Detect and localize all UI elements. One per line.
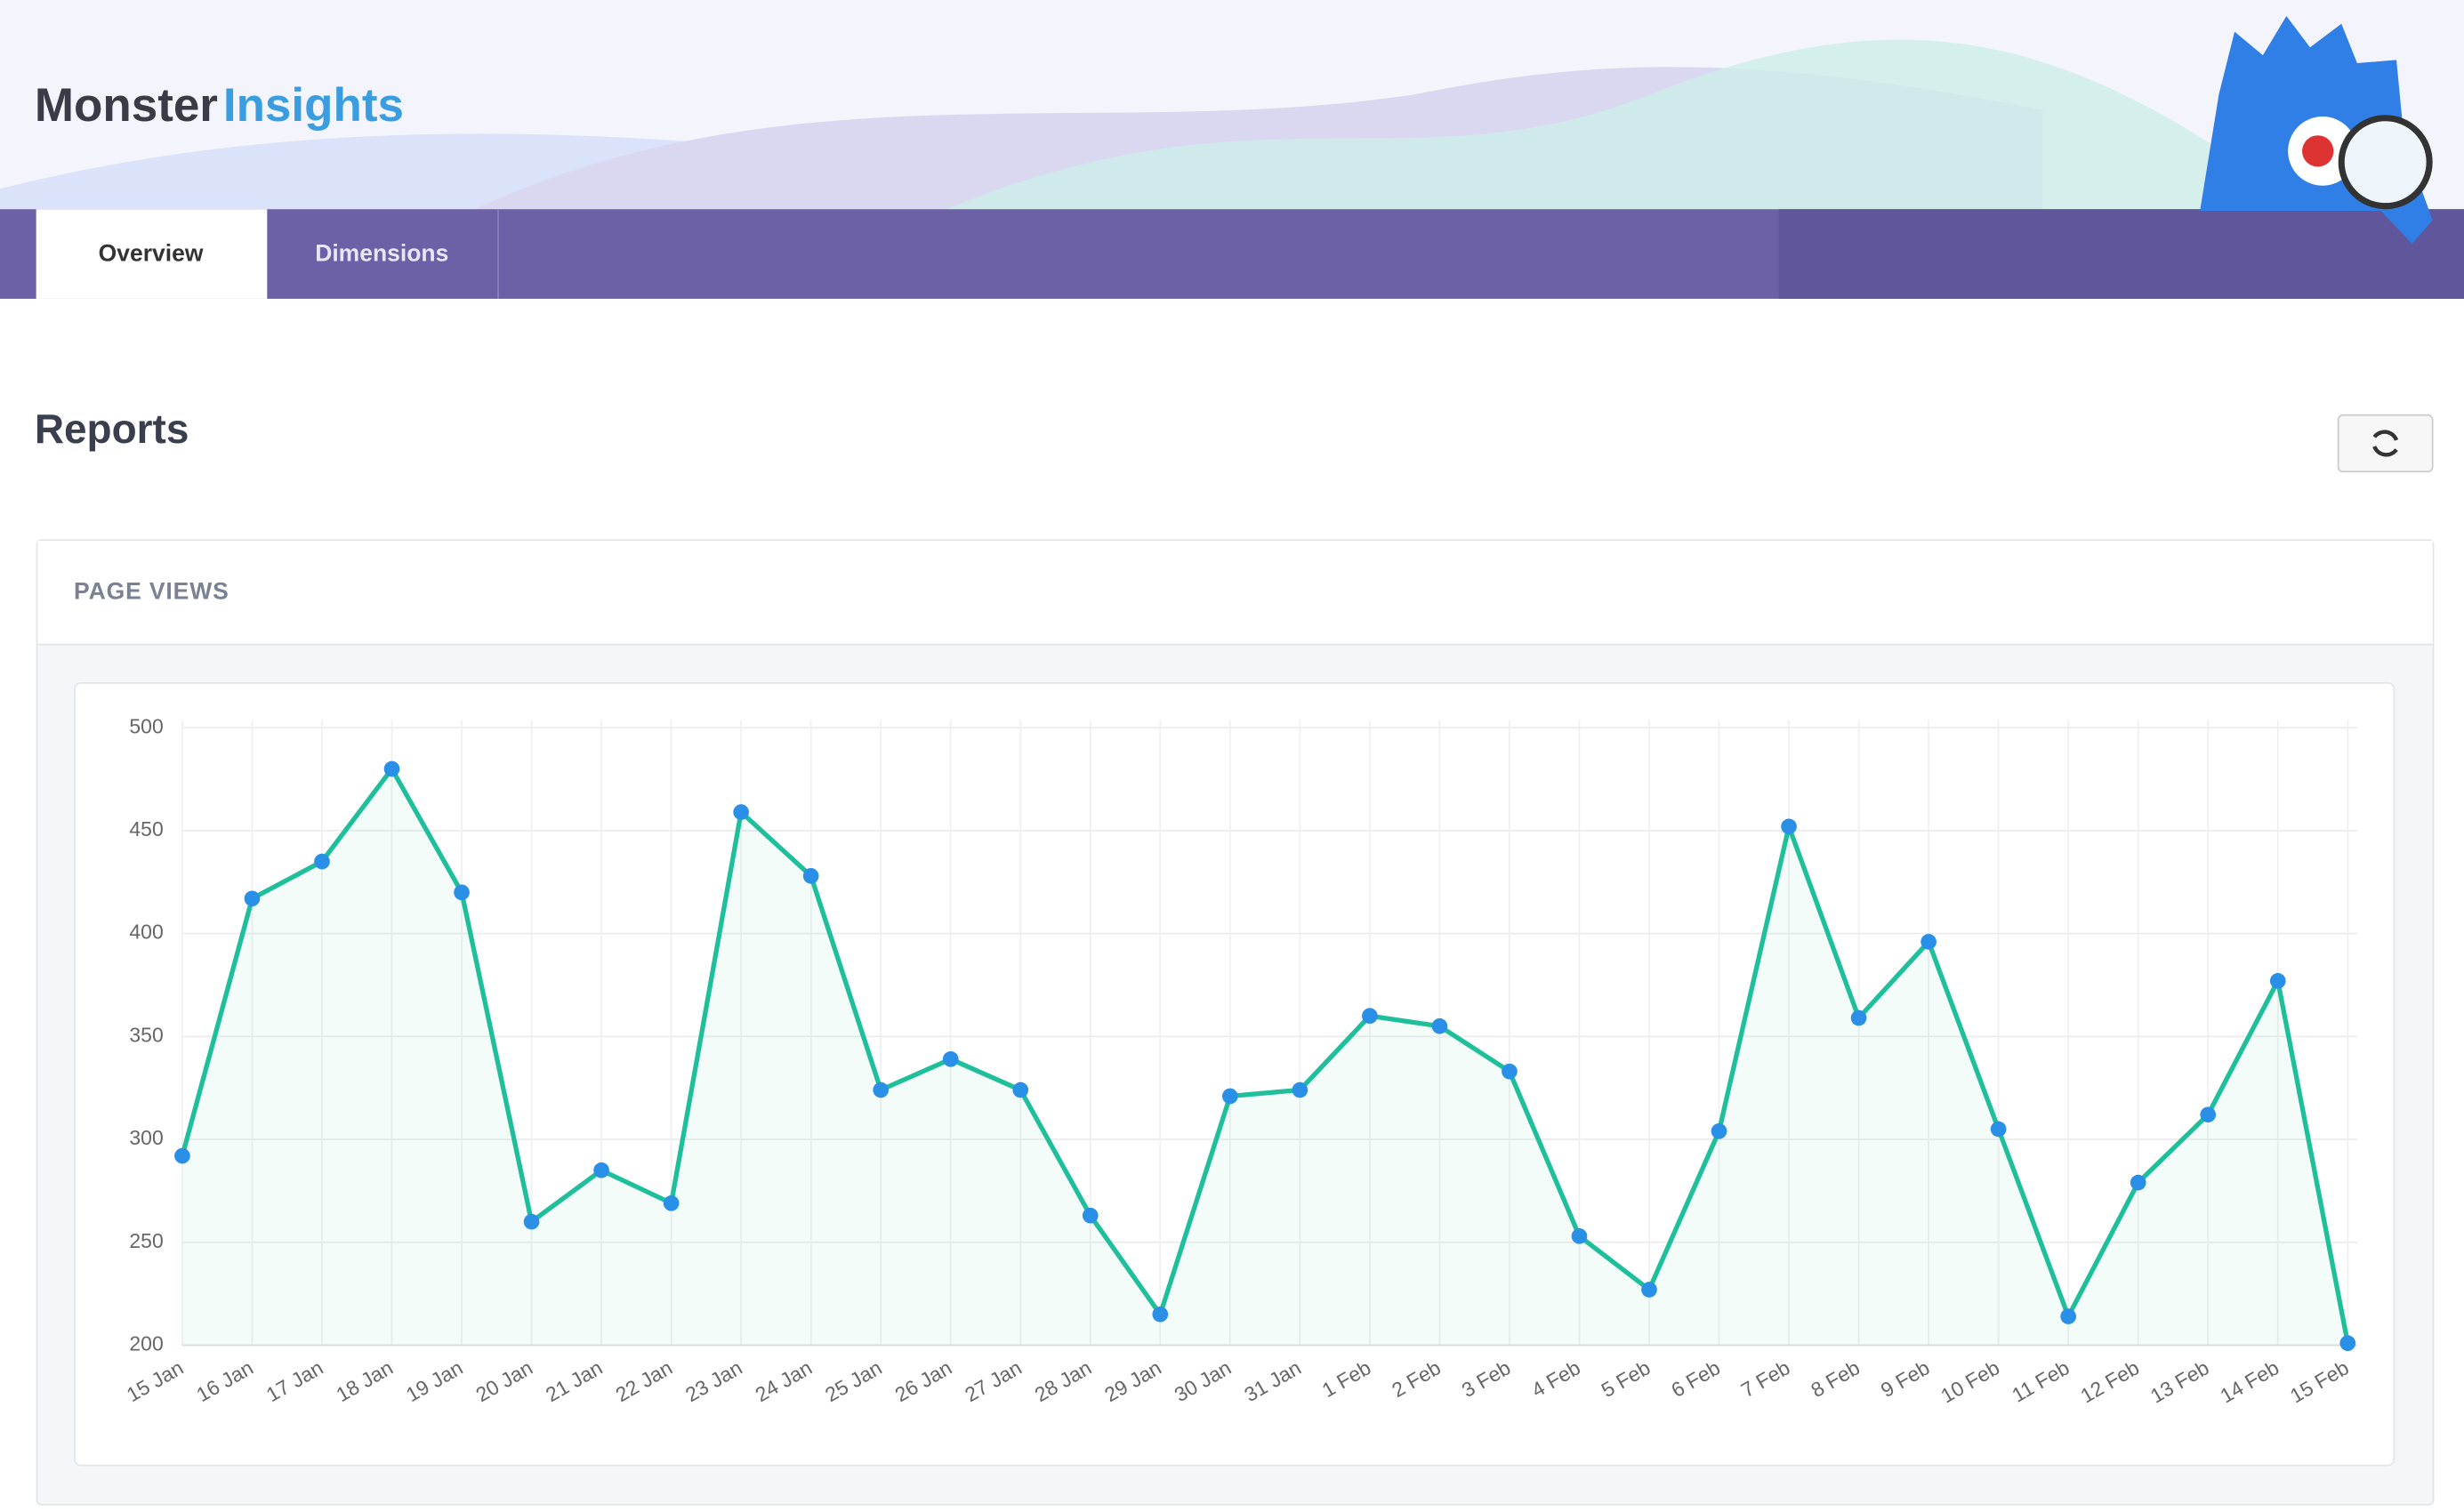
point (1571, 1227, 1588, 1244)
point (942, 1050, 959, 1067)
point (1082, 1207, 1099, 1224)
point (1850, 1009, 1867, 1026)
point (1990, 1121, 2007, 1138)
nav-bar-end (1778, 209, 2464, 299)
point (1920, 934, 1937, 950)
page-title: Reports (35, 406, 189, 452)
line (180, 764, 2350, 1344)
point (1152, 1306, 1169, 1323)
point (2339, 1335, 2356, 1351)
y-tick-label: 300 (129, 1126, 163, 1149)
point (1711, 1122, 1727, 1139)
point (2200, 1106, 2217, 1123)
logo: Insights (223, 79, 404, 132)
point (314, 853, 330, 870)
point (174, 1147, 190, 1164)
refresh-icon (2372, 430, 2399, 457)
point (1222, 1088, 1238, 1105)
point (733, 804, 749, 820)
chart-panel (74, 681, 2396, 1467)
point (2269, 973, 2286, 989)
point (1362, 1008, 1378, 1025)
point (1641, 1282, 1657, 1298)
point (244, 890, 261, 907)
y-tick-label: 500 (129, 714, 163, 737)
mascot (2200, 15, 2433, 245)
y-tick-label: 450 (129, 817, 163, 840)
point (593, 1162, 609, 1178)
logo: Monster (35, 79, 218, 132)
point (1012, 1082, 1029, 1098)
y-tick-label: 200 (129, 1332, 163, 1355)
point (1502, 1063, 1518, 1080)
wave (942, 39, 2232, 211)
point (663, 1194, 680, 1211)
y-tick-label: 400 (129, 921, 163, 944)
tab-active[interactable] (36, 209, 268, 299)
tab[interactable]: Dimensions (315, 239, 448, 266)
point (1781, 818, 1797, 835)
refresh-button[interactable] (2337, 414, 2434, 473)
magnifier (2338, 115, 2433, 210)
point (523, 1213, 540, 1230)
card-title: PAGE VIEWS (74, 577, 229, 604)
card-header (37, 540, 2433, 645)
tab[interactable]: Overview (99, 239, 204, 266)
point (1292, 1082, 1308, 1098)
point (2060, 1308, 2076, 1324)
point (873, 1082, 890, 1098)
y-tick-label: 350 (129, 1023, 163, 1046)
point (1431, 1017, 1448, 1034)
point (383, 760, 400, 777)
point (454, 884, 470, 901)
point (2130, 1174, 2146, 1191)
y-tick-label: 250 (129, 1229, 163, 1252)
point (802, 867, 819, 884)
mascot-pupil (2302, 135, 2334, 167)
